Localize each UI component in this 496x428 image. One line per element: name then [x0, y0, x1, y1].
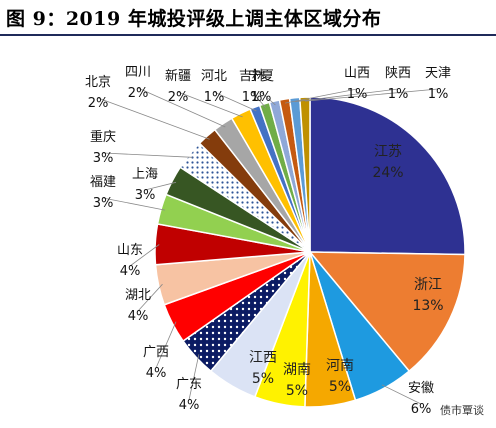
slice-label-pct: 2% [168, 90, 189, 105]
slice-label-name: 吉林 [239, 69, 265, 84]
slice-label-name: 浙江 [414, 277, 442, 293]
leader-line-21 [304, 88, 439, 102]
leader-line-11 [144, 181, 177, 191]
leader-line-19 [285, 88, 358, 104]
slice-label-name: 福建 [90, 175, 116, 190]
slice-label-name: 湖南 [283, 362, 311, 378]
slice-label-pct: 13% [412, 298, 443, 314]
slice-label-pct: 4% [179, 398, 200, 413]
slice-label-pct: 1% [251, 90, 272, 105]
watermark: 债市覃谈 [438, 402, 486, 418]
leader-line-6 [188, 354, 200, 401]
leader-line-17 [251, 91, 267, 108]
slice-label-pct: 5% [286, 383, 308, 399]
slice-label-name: 北京 [85, 75, 111, 90]
slice-label-name: 宁夏 [248, 68, 274, 84]
slice-label-pct: 1% [242, 90, 263, 105]
leader-line-16 [213, 91, 257, 112]
slice-label-pct: 1% [388, 87, 409, 102]
slice-label-pct: 4% [128, 309, 149, 324]
leader-line-13 [97, 97, 210, 140]
slice-label-pct: 24% [372, 165, 403, 181]
slice-label-name: 广东 [176, 377, 202, 392]
leader-line-7 [155, 321, 177, 369]
slice-label-pct: 5% [329, 379, 351, 395]
pie-slice-1 [308, 251, 466, 373]
slice-label-name: 重庆 [90, 129, 116, 145]
slice-label-name: 江苏 [374, 144, 402, 160]
leader-line-2 [381, 384, 422, 405]
slice-label-name: 天津 [425, 66, 451, 81]
slice-label-pct: 3% [135, 188, 156, 203]
slice-label-pct: 4% [146, 366, 167, 381]
slice-label-pct: 1% [428, 87, 449, 102]
leader-line-12 [102, 152, 193, 158]
slice-label-name: 安徽 [408, 381, 434, 396]
slice-label-pct: 4% [120, 264, 141, 279]
slice-labels: 江苏 24% 浙江 13% 安徽 6% 河南 5% 湖南 5% 江西 5% 广东 4% 广西 4% 湖北 4% 山东… [85, 65, 451, 417]
leader-line-14 [137, 87, 226, 128]
leader-line-15 [177, 91, 243, 118]
slice-label-name: 四川 [125, 65, 151, 80]
title-rule [0, 34, 496, 36]
slice-label-name: 陕西 [385, 66, 411, 81]
slice-label-name: 江西 [249, 350, 277, 366]
slice-label-pct: 3% [93, 151, 114, 166]
pie-slice-0 [309, 96, 466, 256]
chart-title: 图 9：2019 年城投评级上调主体区域分布 [6, 8, 382, 30]
leader-line-10 [102, 197, 165, 211]
pie-slices [154, 96, 466, 408]
slice-label-name: 新疆 [165, 68, 191, 84]
slice-label-pct: 2% [128, 86, 149, 101]
slice-label-name: 广西 [143, 345, 169, 360]
leader-line-9 [129, 244, 160, 267]
slice-label-name: 山东 [117, 243, 143, 258]
slice-label-pct: 6% [411, 402, 432, 417]
slice-label-pct: 5% [252, 371, 274, 387]
slice-label-name: 上海 [132, 167, 158, 182]
slice-label-pct: 2% [88, 96, 109, 111]
leader-lines [97, 87, 439, 405]
pie-slice-21 [298, 96, 311, 253]
leader-line-8 [137, 283, 163, 312]
slice-label-name: 湖北 [125, 288, 151, 303]
slice-label-pct: 3% [93, 196, 114, 211]
leader-line-20 [294, 88, 399, 103]
slice-label-name: 河南 [326, 358, 354, 374]
slice-label-pct: 1% [204, 90, 225, 105]
leader-line-18 [260, 91, 276, 106]
slice-label-pct: 1% [347, 87, 368, 102]
slice-label-name: 河北 [201, 69, 227, 84]
slice-label-name: 山西 [344, 66, 370, 81]
